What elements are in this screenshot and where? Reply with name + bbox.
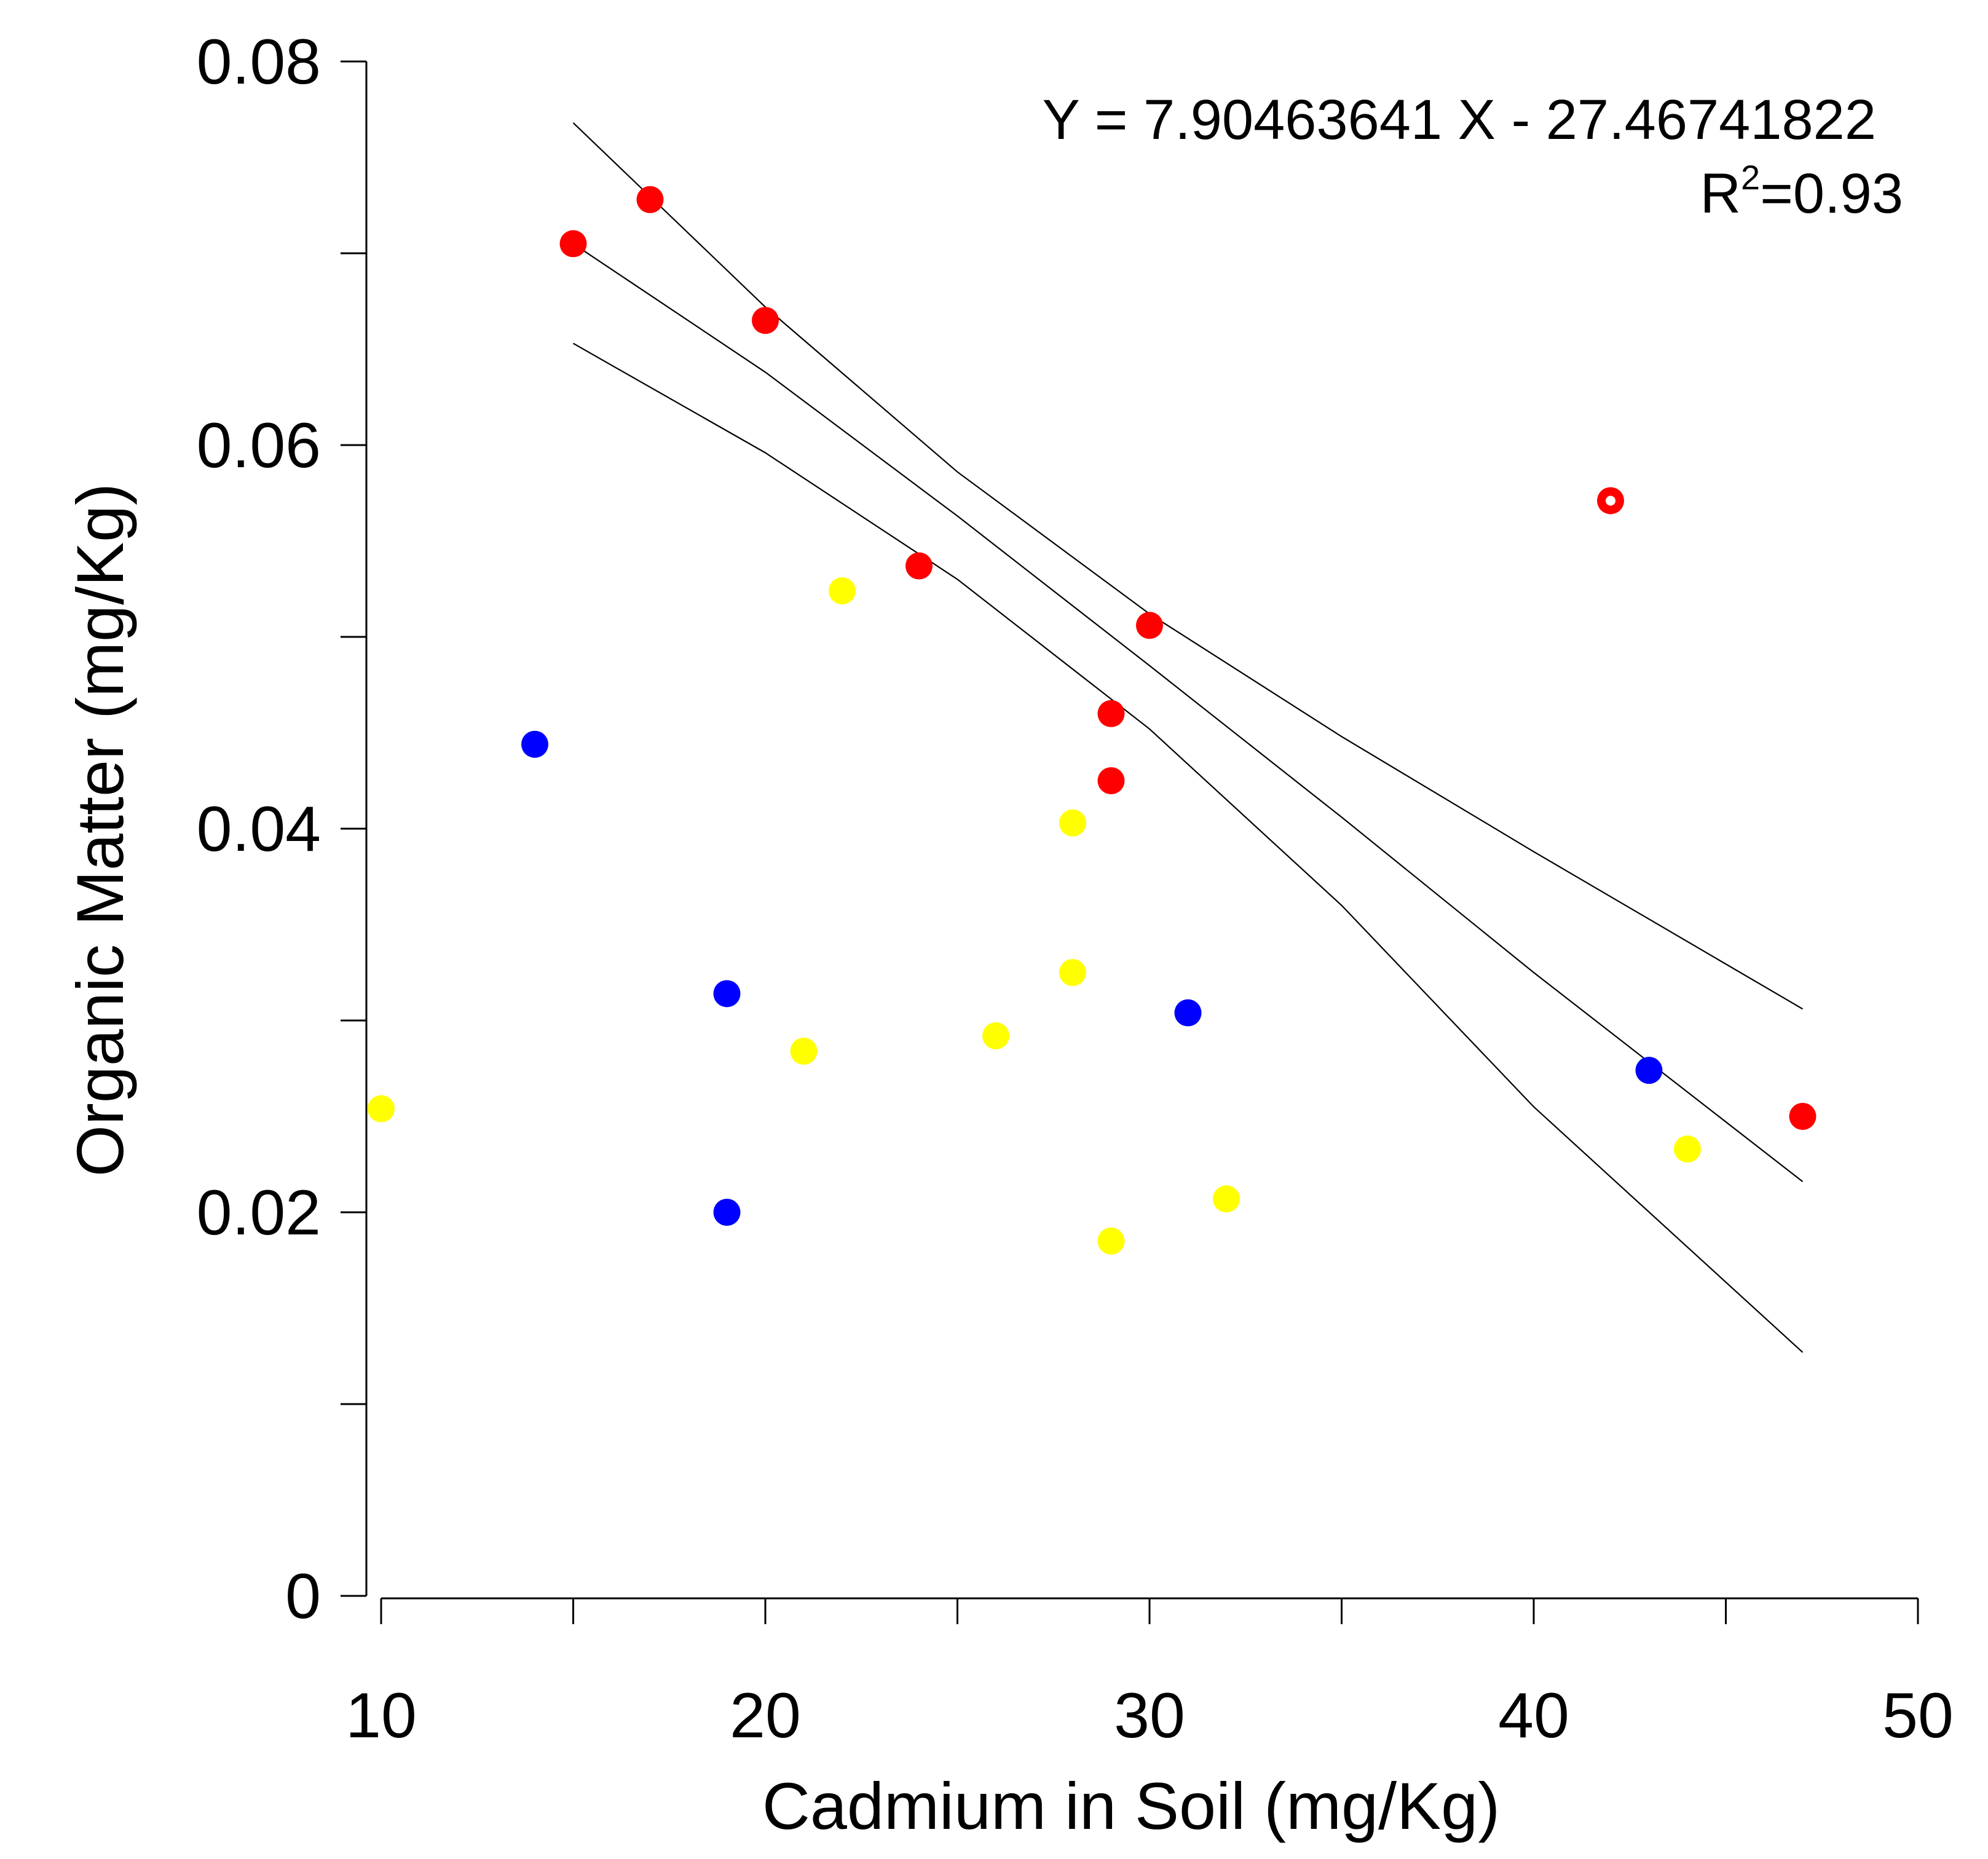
r-squared-exponent: 2	[1741, 158, 1760, 197]
red-data-point	[1136, 612, 1163, 639]
blue-data-point	[1174, 999, 1202, 1027]
yellow-data-point	[790, 1037, 818, 1065]
lower-confidence-line	[572, 342, 1804, 1353]
r-squared-label: R2=0.93	[1700, 158, 1903, 225]
yellow-data-point	[1674, 1135, 1701, 1163]
r-squared-value: =0.93	[1760, 162, 1903, 225]
yellow-data-point	[1059, 959, 1086, 986]
x-axis-title: Cadmium in Soil (mg/Kg)	[762, 1769, 1500, 1843]
x-tick-label: 20	[730, 1680, 801, 1751]
y-axis-title: Organic Matter (mg/Kg)	[63, 483, 137, 1177]
red-data-point	[559, 230, 587, 258]
blue-data-point	[1635, 1057, 1663, 1084]
yellow-data-point	[829, 577, 856, 605]
y-tick-label: 0.04	[197, 794, 321, 865]
y-tick-label: 0.02	[197, 1177, 321, 1249]
y-tick-label: 0.06	[197, 410, 321, 481]
hollow-point-center	[1606, 495, 1615, 506]
x-tick-label: 50	[1882, 1680, 1954, 1751]
r-squared-prefix: R	[1700, 162, 1741, 225]
red-data-point	[1097, 767, 1125, 794]
x-tick-label: 40	[1498, 1680, 1569, 1751]
red-data-point	[752, 307, 779, 334]
axes	[365, 61, 1918, 1600]
red-data-point	[905, 552, 933, 580]
red-data-point	[1097, 700, 1125, 727]
yellow-data-point	[368, 1095, 395, 1123]
x-tick-label: 30	[1114, 1680, 1185, 1751]
y-ticks: 0 0.02 0.04 0.06 0.08	[197, 26, 366, 1632]
regression-equation: Y = 7.90463641 X - 27.46741822	[1042, 89, 1876, 151]
regression-line	[572, 243, 1804, 1182]
y-tick-label: 0.08	[197, 26, 321, 98]
yellow-data-point	[982, 1022, 1009, 1049]
yellow-data-point	[1097, 1227, 1125, 1255]
fit-lines	[572, 122, 1804, 1353]
x-ticks: 10 20 30 40 50	[345, 1598, 1954, 1751]
data-points	[368, 186, 1816, 1255]
upper-confidence-line	[572, 122, 1804, 1010]
blue-data-point	[521, 730, 548, 758]
y-tick-label: 0	[285, 1561, 321, 1632]
yellow-data-point	[1059, 809, 1086, 837]
red-data-point	[636, 186, 664, 213]
x-tick-label: 10	[345, 1680, 417, 1751]
yellow-data-point	[1213, 1185, 1240, 1213]
blue-data-point	[713, 1199, 741, 1226]
red-data-point	[1789, 1103, 1816, 1130]
blue-data-point	[713, 980, 741, 1008]
